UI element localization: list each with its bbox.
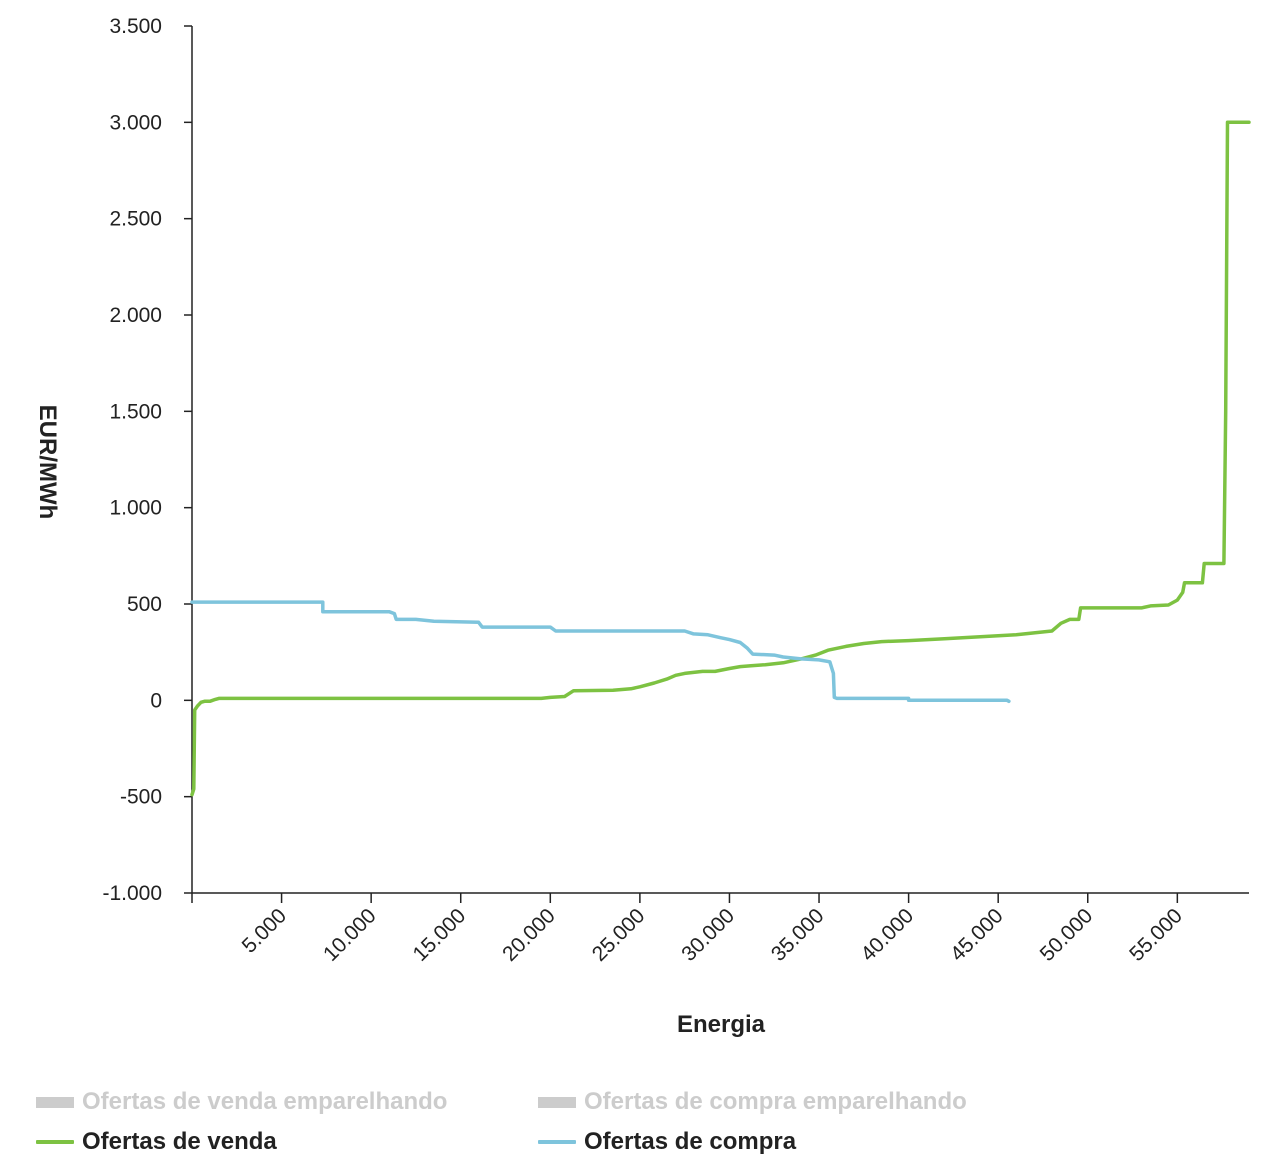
x-tick-label: 15.000 (409, 904, 471, 966)
x-tick-label: 30.000 (677, 904, 739, 966)
series-line-buy-offers[interactable] (190, 600, 1011, 704)
legend-swatch-sell-matched (36, 1096, 74, 1108)
legend-swatch-buy (538, 1140, 576, 1144)
legend-item-buy-matched[interactable]: Ofertas de compra emparelhando (538, 1082, 967, 1122)
legend-label-sell-matched: Ofertas de venda emparelhando (82, 1088, 448, 1115)
market-curve-chart: -1.000 -500 0 500 1.000 1.500 2.000 2.500 3.000 3… (34, 15, 1251, 1038)
y-tick-label: -500 (120, 786, 162, 809)
y-tick-label: 2.500 (109, 208, 162, 231)
series-line-sell-offers[interactable] (190, 120, 1251, 797)
y-axis-title: EUR/MWh (34, 405, 61, 520)
legend-label-buy-matched: Ofertas de compra emparelhando (584, 1088, 967, 1115)
x-tick-label: 50.000 (1036, 904, 1098, 966)
x-tick-label: 25.000 (588, 904, 650, 966)
y-tick-label: 2.000 (109, 304, 162, 327)
x-tick-label: 55.000 (1125, 904, 1187, 966)
y-tick-label: 500 (127, 593, 162, 616)
x-tick-label: 45.000 (946, 904, 1008, 966)
series-lines (190, 120, 1251, 797)
y-tick-label: 1.500 (109, 400, 162, 423)
chart-legend: Ofertas de venda emparelhando Ofertas de… (36, 1082, 1276, 1162)
y-tick-label: -1.000 (102, 882, 162, 905)
y-tick-label: 0 (150, 689, 162, 712)
y-tick-label: 1.000 (109, 497, 162, 520)
legend-item-buy[interactable]: Ofertas de compra (538, 1122, 796, 1162)
legend-item-sell-matched[interactable]: Ofertas de venda emparelhando (36, 1082, 447, 1122)
legend-item-sell[interactable]: Ofertas de venda (36, 1122, 277, 1162)
x-tick-label: 40.000 (856, 904, 918, 966)
y-tick-label: 3.500 (109, 15, 162, 38)
x-tick-label: 35.000 (767, 904, 829, 966)
legend-swatch-buy-matched (538, 1096, 576, 1108)
x-axis: 5.000 10.000 15.000 20.000 25.000 30.000 35.00… (191, 892, 1249, 966)
x-axis-title: Energia (677, 1011, 766, 1038)
y-tick-label: 3.000 (109, 111, 162, 134)
x-tick-label: 20.000 (498, 904, 560, 966)
legend-label-sell: Ofertas de venda (82, 1128, 277, 1155)
legend-label-buy: Ofertas de compra (584, 1128, 797, 1155)
legend-swatch-sell (36, 1140, 74, 1144)
x-tick-label: 5.000 (238, 904, 291, 957)
x-tick-label: 10.000 (319, 904, 381, 966)
y-axis: -1.000 -500 0 500 1.000 1.500 2.000 2.500 3.000 3… (102, 15, 193, 905)
